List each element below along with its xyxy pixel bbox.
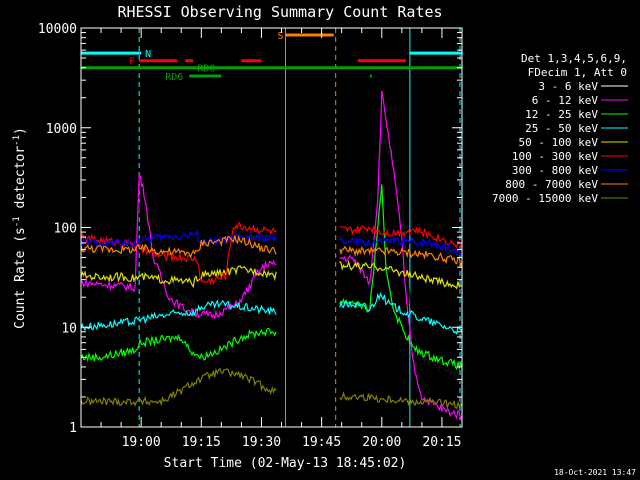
axes: 1 10 100 1000 10000 19:00 19:15 19:30 19:45 20:00… [38,22,463,450]
y-tick-label-2: 100 [54,222,77,237]
flag-rd0-label: RD0 [197,64,215,75]
legend-header-line-2: FDecim 1, Att 0 [528,66,627,79]
legend-label-3-6-kev: 3 - 6 keV [538,80,598,93]
series-800-7000-kev [80,234,463,268]
y-tick-label-0: 1 [69,421,77,436]
legend-header-line-1: Det 1,3,4,5,6,9, [521,52,627,65]
series-12-25-kev [80,184,463,371]
legend: Det 1,3,4,5,6,9, FDecim 1, Att 0 3 - 6 k… [492,52,628,205]
y-axis-label-sup1: -1 [12,216,22,227]
legend-label-25-50-kev: 25 - 50 keV [525,122,598,135]
y-tick-label-4: 10000 [38,22,77,37]
legend-label-100-300-kev: 100 - 300 keV [512,150,598,163]
y-tick-label-3: 1000 [46,122,77,137]
y-axis-label-main: Count Rate (s [13,227,28,329]
y-axis-label: Count Rate (s-1 detector-1) [12,127,28,329]
flag-s-label: S [278,31,284,42]
legend-label-7000-15000-kev: 7000 - 15000 keV [492,192,598,205]
legend-label-300-800-kev: 300 - 800 keV [512,164,598,177]
y-tick-label-1: 10 [61,321,77,336]
x-tick-label-0: 19:00 [122,435,161,450]
x-tick-label-5: 20:15 [422,435,461,450]
plot-frame [80,27,463,428]
x-tick-label-2: 19:30 [242,435,281,450]
x-tick-label-4: 20:00 [362,435,401,450]
series-7000-15000-kev [80,367,463,410]
series-25-50-kev [80,292,463,336]
flag-rd6-label: RD6 [165,72,183,83]
legend-label-50-100-kev: 50 - 100 keV [519,136,599,149]
flag-n-label: N [145,49,151,60]
y-axis-label-mid: detector [13,146,28,217]
series-50-100-kev [80,259,463,290]
series-6-12-kev [80,90,463,421]
plot-content: NF S RD0 RD6 [80,28,463,427]
x-tick-label-1: 19:15 [182,435,221,450]
y-axis-label-end: ) [13,127,28,135]
y-axis-label-sup2: -1 [12,135,22,146]
legend-label-800-7000-kev: 800 - 7000 keV [505,178,598,191]
chart-title: RHESSI Observing Summary Count Rates [117,3,442,21]
legend-label-12-25-kev: 12 - 25 keV [525,108,598,121]
flag-f-label: F [129,57,135,68]
x-tick-label-3: 19:45 [302,435,341,450]
series-3-6-kev [80,130,463,382]
legend-label-6-12-kev: 6 - 12 keV [532,94,599,107]
footer-timestamp: 18-Oct-2021 13:47 [554,468,636,477]
x-axis-label: Start Time (02-May-13 18:45:02) [164,456,407,471]
